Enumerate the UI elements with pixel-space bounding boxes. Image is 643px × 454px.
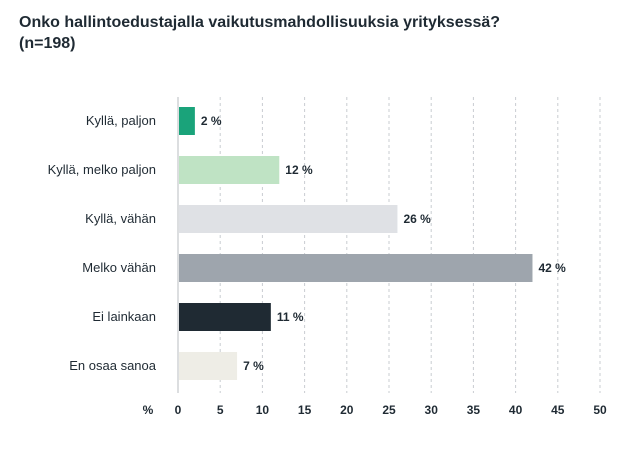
- bar: [179, 254, 533, 282]
- category-label: Melko vähän: [82, 260, 156, 275]
- value-label: 11 %: [277, 310, 304, 324]
- category-labels: Kyllä, paljon Kyllä, melko paljon Kyllä, v…: [48, 113, 157, 373]
- x-tick-label: 5: [217, 403, 224, 417]
- bar: [179, 205, 398, 233]
- chart-subtitle: (n=198): [19, 35, 76, 52]
- bars: [179, 107, 533, 380]
- x-tick-label: 10: [256, 403, 270, 417]
- value-label: 7 %: [243, 359, 264, 373]
- x-axis-label: %: [143, 403, 154, 417]
- value-labels: 2 % 12 % 26 % 42 % 11 % 7 %: [201, 114, 566, 373]
- value-label: 42 %: [538, 261, 566, 275]
- category-label: Kyllä, paljon: [86, 113, 156, 128]
- x-tick-label: 15: [298, 403, 312, 417]
- x-axis-ticks: 0 5 10 15 20 25 30 35 40 45 50: [175, 403, 607, 417]
- x-tick-label: 40: [509, 403, 523, 417]
- x-tick-label: 30: [425, 403, 439, 417]
- bar: [179, 352, 238, 380]
- value-label: 12 %: [285, 163, 313, 177]
- bar: [179, 156, 280, 184]
- bar: [179, 303, 271, 331]
- grid-lines: [177, 97, 601, 393]
- value-label: 2 %: [201, 114, 222, 128]
- x-tick-label: 20: [340, 403, 354, 417]
- category-label: Kyllä, melko paljon: [48, 162, 156, 177]
- chart-title-text: Onko hallintoedustajalla vaikutusmahdoll…: [19, 14, 501, 31]
- bar: [179, 107, 195, 135]
- x-tick-label: 45: [551, 403, 565, 417]
- category-label: En osaa sanoa: [69, 358, 157, 373]
- x-tick-label: 50: [593, 403, 607, 417]
- x-tick-label: 25: [382, 403, 396, 417]
- category-label: Kyllä, vähän: [85, 211, 156, 226]
- category-label: Ei lainkaan: [92, 309, 156, 324]
- chart-title: Onko hallintoedustajalla vaikutusmahdoll…: [19, 12, 629, 54]
- value-label: 26 %: [403, 212, 431, 226]
- x-tick-label: 35: [467, 403, 481, 417]
- x-tick-label: 0: [175, 403, 182, 417]
